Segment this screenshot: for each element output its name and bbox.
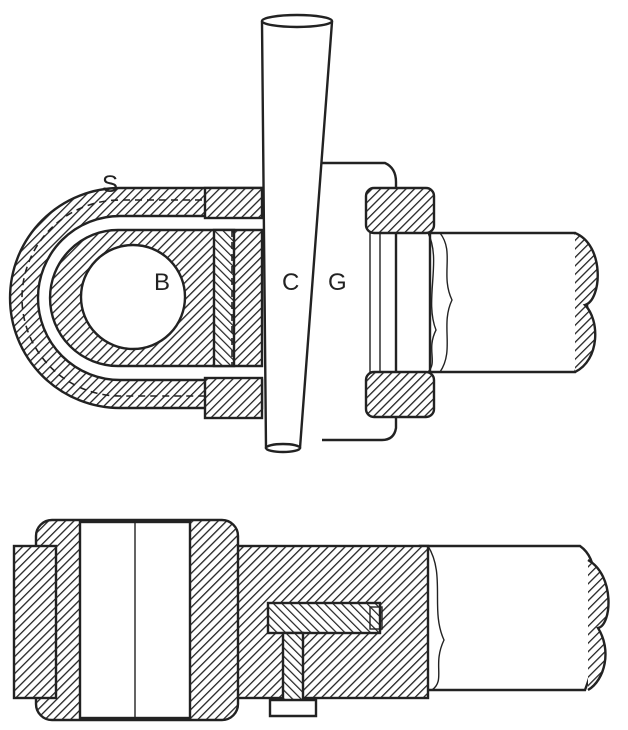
- label-cotter: C: [282, 269, 299, 296]
- rod-shaft-break: [574, 231, 599, 374]
- rod-block-slot: [369, 232, 381, 373]
- brass-gap: [212, 228, 236, 368]
- rod-block-upper: [364, 186, 436, 235]
- pin-hole: [79, 243, 187, 351]
- strap-lug-lower: [203, 376, 264, 420]
- top-view: S B C G: [8, 13, 599, 454]
- rod-neck-curve-2: [427, 232, 437, 373]
- strap-lug-upper: [203, 186, 264, 220]
- set-screw-head: [268, 698, 318, 718]
- rod-neck-curve: [439, 232, 453, 373]
- strap-inner-dash: [21, 199, 250, 397]
- key-slot: [266, 601, 382, 635]
- label-brass: B: [154, 269, 170, 296]
- label-gib: G: [328, 269, 347, 296]
- rod-shaft-bottom-break: [587, 558, 610, 692]
- label-strap: S: [102, 171, 118, 198]
- rod-shaft-top: [428, 231, 590, 374]
- cotter: [260, 14, 334, 453]
- bottom-view: [12, 518, 610, 722]
- rod-shaft-bottom: [418, 544, 598, 692]
- strap-plan-side: [12, 544, 58, 700]
- set-screw: [281, 631, 305, 705]
- rod-block-lower: [364, 370, 436, 419]
